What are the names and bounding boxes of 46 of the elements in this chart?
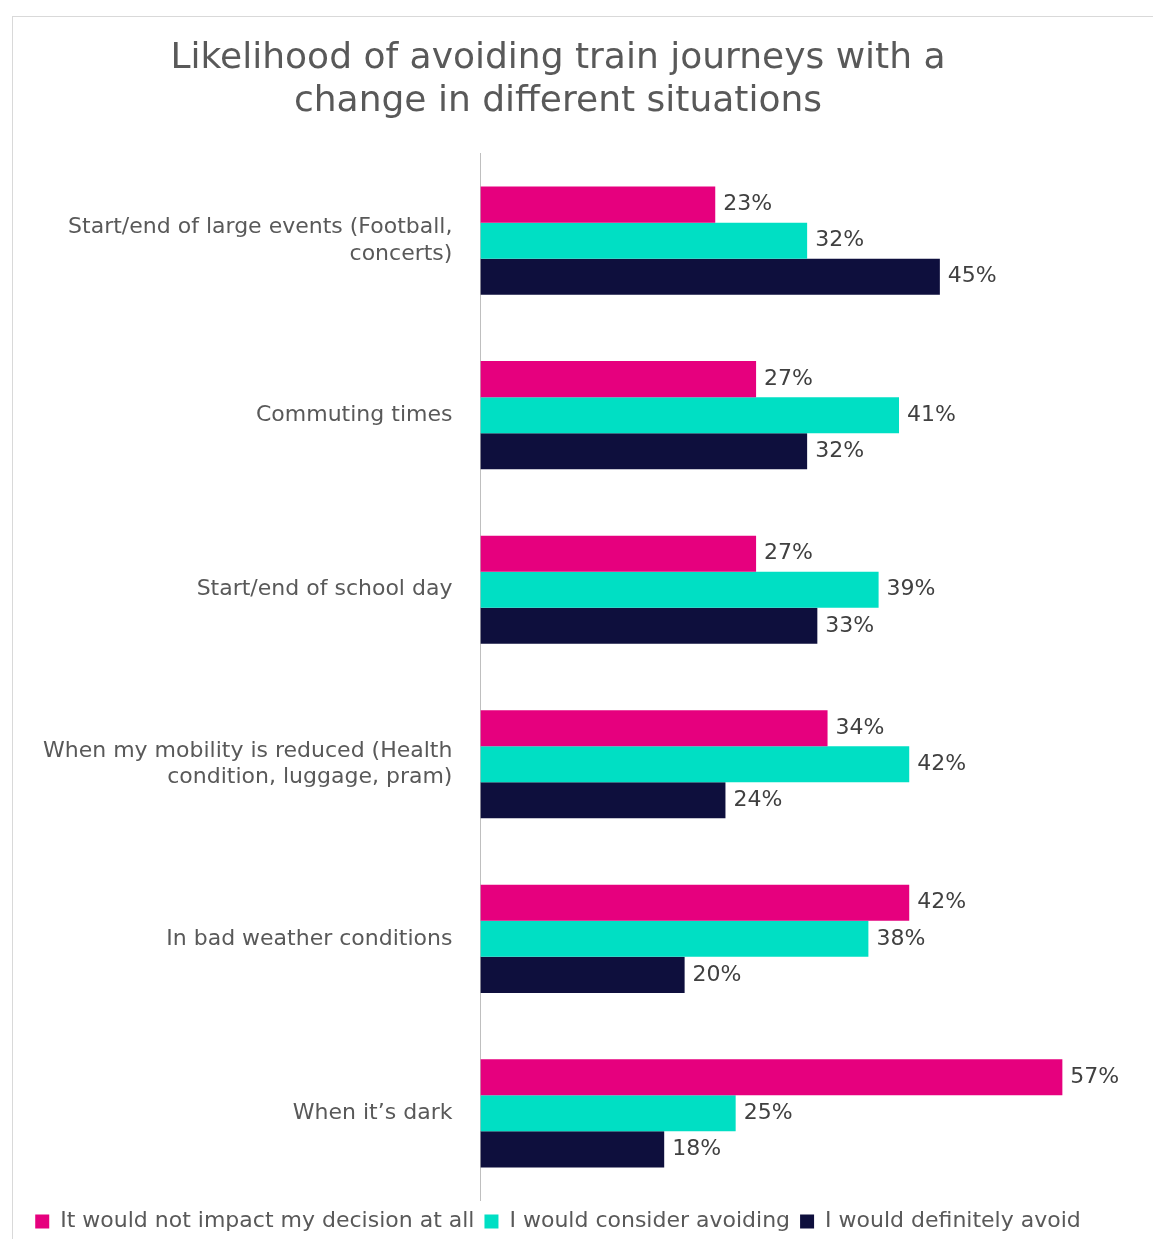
data-label: 41% — [907, 400, 956, 426]
y-tick-label: In bad weather conditions — [166, 924, 453, 950]
data-label: 33% — [825, 611, 875, 637]
bar — [480, 1095, 736, 1132]
legend-label: I would definitely avoid — [825, 1207, 1081, 1233]
y-tick-label: When my mobility is reduced (Health condition, luggage, pram) — [42, 736, 453, 789]
data-label: 42% — [917, 749, 967, 775]
legend-label: I would consider avoiding — [509, 1207, 791, 1233]
data-label: 42% — [917, 888, 967, 914]
y-tick-label: Commuting times — [255, 400, 453, 426]
y-tick-label: Start/end of school day — [196, 575, 453, 601]
bar — [480, 607, 818, 644]
y-tick-label: When it’s dark — [292, 1099, 453, 1125]
bar — [480, 258, 940, 295]
bar — [480, 1059, 1063, 1096]
data-label: 23% — [723, 190, 773, 216]
legend-label: It would not impact my decision at all — [60, 1207, 475, 1233]
data-label: 34% — [835, 713, 885, 739]
bar — [480, 956, 685, 993]
bar — [480, 710, 828, 747]
bar — [480, 884, 910, 921]
data-label: 32% — [815, 436, 865, 462]
data-label: 24% — [733, 786, 783, 812]
bar — [480, 1131, 665, 1168]
bar — [480, 746, 910, 783]
bar — [480, 361, 757, 398]
data-label: 45% — [947, 262, 997, 288]
data-label: 39% — [886, 575, 936, 601]
bar — [480, 782, 726, 819]
data-label: 38% — [876, 924, 926, 950]
bar — [480, 186, 716, 223]
data-label: 27% — [764, 364, 813, 390]
data-label: 18% — [672, 1135, 722, 1161]
chart-title: Likelihood of avoiding train journeys with a change in different situations — [170, 34, 946, 120]
data-label: 25% — [743, 1099, 793, 1125]
data-label: 32% — [815, 226, 865, 252]
bar — [480, 397, 900, 434]
bar — [480, 433, 808, 470]
data-label: 57% — [1070, 1062, 1120, 1088]
bar — [480, 535, 757, 572]
bar — [480, 571, 879, 608]
data-label: 27% — [764, 539, 813, 565]
data-label: 20% — [692, 960, 742, 986]
y-tick-label: Start/end of large events (Football, concerts) — [68, 213, 453, 265]
bar — [480, 222, 808, 259]
bar — [480, 920, 869, 957]
